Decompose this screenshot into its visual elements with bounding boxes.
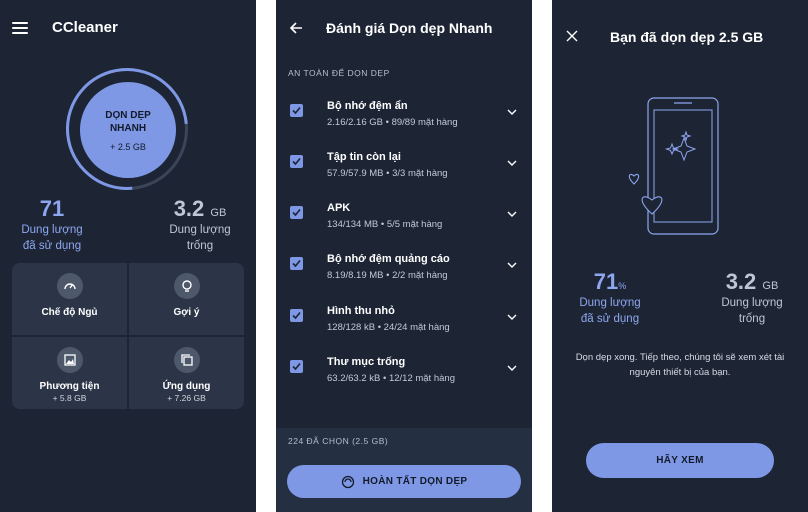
result-message: Dọn dẹp xong. Tiếp theo, chúng tôi sẽ xe… — [575, 352, 785, 378]
clean-item-ad-cache[interactable]: Bộ nhớ đệm quảng cáo 8.19/8.19 MB • 2/2 … — [276, 253, 532, 303]
clean-item-hidden-cache[interactable]: Bộ nhớ đệm ẩn 2.16/2.16 GB • 89/89 mặt h… — [276, 100, 532, 150]
chevron-down-icon[interactable] — [507, 313, 517, 321]
checkbox[interactable] — [290, 309, 303, 322]
image-icon — [56, 347, 83, 373]
item-name: Tập tin còn lại — [327, 151, 401, 163]
item-detail: 134/134 MB • 5/5 mặt hàng — [327, 219, 443, 230]
chevron-down-icon[interactable] — [507, 159, 517, 167]
close-icon[interactable] — [566, 30, 578, 42]
home-screen: CCleaner DỌN DẸP NHANH + 2.5 GB 71 Dung … — [0, 0, 256, 512]
item-name: Thư mục trống — [327, 356, 406, 368]
tile-suggestions-label: Gợi ý — [173, 307, 200, 318]
item-detail: 57.9/57.9 MB • 3/3 mặt hàng — [327, 168, 448, 179]
clean-item-residual-files[interactable]: Tập tin còn lại 57.9/57.9 MB • 3/3 mặt h… — [276, 151, 532, 201]
item-detail: 8.19/8.19 MB • 2/2 mặt hàng — [327, 270, 448, 281]
free-storage-stat: 3.2 GB Dung lượng trống — [164, 196, 236, 254]
apps-icon — [173, 347, 200, 373]
view-button[interactable]: HÃY XEM — [586, 443, 774, 478]
checkbox[interactable] — [290, 206, 303, 219]
tile-media-size: + 5.8 GB — [52, 393, 87, 403]
used-storage-value: 71 — [593, 269, 619, 294]
speedometer-icon — [56, 273, 83, 299]
quick-clean-label-1: DỌN DẸP — [105, 109, 151, 121]
item-name: Hình thu nhỏ — [327, 305, 395, 317]
tile-apps[interactable]: Ứng dụng + 7.26 GB — [129, 337, 244, 409]
used-storage-label-1: Dung lượng — [579, 297, 641, 309]
free-storage-label-1: Dung lượng — [169, 224, 231, 236]
item-name: Bộ nhớ đệm quảng cáo — [327, 253, 450, 265]
free-storage-label-2: trống — [738, 313, 766, 325]
free-storage-value-row: 3.2 GB — [716, 269, 788, 295]
free-storage-value: 3.2 — [173, 196, 205, 221]
free-storage-value-row: 3.2 GB — [164, 196, 236, 222]
free-storage-label-1: Dung lượng — [721, 297, 783, 309]
finish-cleaning-button[interactable]: HOÀN TẤT DỌN DẸP — [287, 465, 521, 498]
free-storage-label-2: trống — [186, 240, 214, 252]
phone-illustration-icon — [628, 97, 719, 235]
item-name: Bộ nhớ đệm ẩn — [327, 100, 408, 112]
used-storage-unit: % — [618, 281, 627, 291]
tile-sleep-mode[interactable]: Chế độ Ngủ — [12, 263, 127, 335]
free-storage-unit: GB — [210, 207, 227, 219]
review-title: Đánh giá Dọn dẹp Nhanh — [326, 20, 493, 36]
used-storage-value: 71 — [39, 196, 65, 221]
used-storage-stat: 71 Dung lượng đã sử dụng — [20, 196, 84, 254]
tile-apps-label: Ứng dụng — [162, 381, 211, 392]
lightbulb-icon — [173, 273, 200, 299]
chevron-down-icon[interactable] — [507, 364, 517, 372]
used-storage-label-1: Dung lượng — [21, 224, 83, 236]
clean-item-apk[interactable]: APK 134/134 MB • 5/5 mặt hàng — [276, 202, 532, 252]
chevron-down-icon[interactable] — [507, 210, 517, 218]
selected-count: 224 ĐÃ CHỌN (2.5 GB) — [288, 436, 389, 446]
tile-apps-size: + 7.26 GB — [167, 393, 206, 403]
tile-media[interactable]: Phương tiện + 5.8 GB — [12, 337, 127, 409]
back-arrow-icon[interactable] — [288, 20, 304, 36]
clean-item-thumbnails[interactable]: Hình thu nhỏ 128/128 kB • 24/24 mặt hàng — [276, 305, 532, 355]
finish-cleaning-label: HOÀN TẤT DỌN DẸP — [362, 476, 468, 487]
quick-clean-label-2: NHANH — [109, 122, 147, 134]
item-detail: 2.16/2.16 GB • 89/89 mặt hàng — [327, 117, 458, 128]
item-detail: 63.2/63.2 kB • 12/12 mặt hàng — [327, 373, 455, 384]
checkbox[interactable] — [290, 155, 303, 168]
clean-item-empty-folders[interactable]: Thư mục trống 63.2/63.2 kB • 12/12 mặt h… — [276, 356, 532, 406]
used-storage-stat: 71% Dung lượng đã sử dụng — [578, 269, 642, 327]
chevron-down-icon[interactable] — [507, 108, 517, 116]
quick-clean-size: + 2.5 GB — [110, 141, 146, 152]
checkbox[interactable] — [290, 104, 303, 117]
chevron-down-icon[interactable] — [507, 261, 517, 269]
item-name: APK — [327, 202, 351, 214]
free-storage-value: 3.2 — [725, 269, 757, 294]
result-screen: Bạn đã dọn dẹp 2.5 GB 71% Dung lượng đã … — [552, 0, 808, 512]
result-title: Bạn đã dọn dẹp 2.5 GB — [610, 29, 764, 45]
free-storage-stat: 3.2 GB Dung lượng trống — [716, 269, 788, 327]
section-label: AN TOÀN ĐỂ DỌN DẸP — [288, 68, 390, 78]
used-storage-label-2: đã sử dụng — [580, 313, 640, 325]
used-storage-label-2: đã sử dụng — [22, 240, 82, 252]
used-storage-value-row: 71% — [578, 269, 642, 295]
item-detail: 128/128 kB • 24/24 mặt hàng — [327, 322, 450, 333]
free-storage-unit: GB — [762, 280, 779, 292]
quick-clean-button[interactable]: DỌN DẸP NHANH + 2.5 GB — [80, 82, 176, 178]
checkbox[interactable] — [290, 360, 303, 373]
tile-media-label: Phương tiện — [39, 381, 100, 392]
tile-suggestions[interactable]: Gợi ý — [129, 263, 244, 335]
storage-ring — [66, 68, 188, 190]
ccleaner-logo-icon — [341, 475, 354, 488]
app-title: CCleaner — [52, 19, 118, 36]
checkbox[interactable] — [290, 257, 303, 270]
review-screen: Đánh giá Dọn dẹp Nhanh AN TOÀN ĐỂ DỌN DẸ… — [276, 0, 532, 512]
tile-sleep-mode-label: Chế độ Ngủ — [41, 307, 98, 318]
menu-icon[interactable] — [12, 22, 28, 36]
